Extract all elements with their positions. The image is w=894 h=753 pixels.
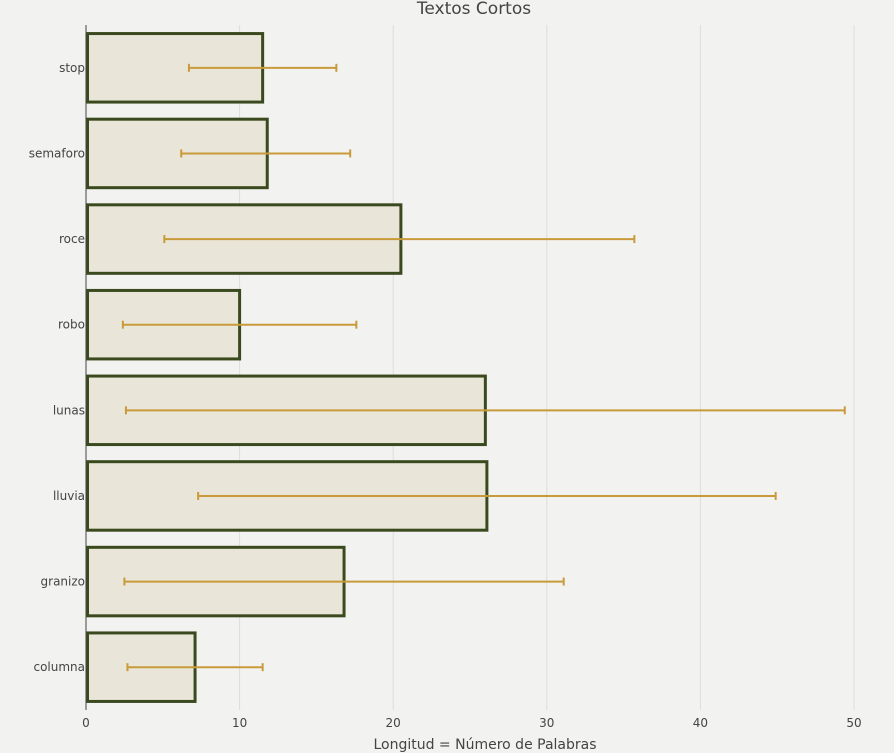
error-bar-robo (121, 320, 358, 329)
x-tick-label-10: 10 (232, 716, 247, 730)
x-tick-label-20: 20 (386, 716, 401, 730)
ticks-layer: stop semaforo roce robo lunas lluvia granizo co… (29, 61, 862, 730)
error-bar-lluvia (197, 491, 777, 500)
error-bar-stop (187, 63, 338, 72)
bars-layer (86, 32, 489, 703)
y-tick-label-lluvia: lluvia (53, 489, 85, 503)
error-bar-granizo (123, 577, 565, 586)
y-tick-label-robo: robo (58, 318, 85, 332)
y-tick-label-lunas: lunas (53, 403, 85, 417)
error-bar-lunas (124, 406, 846, 415)
y-tick-label-semaforo: semaforo (29, 146, 85, 160)
error-bar-semaforo (180, 149, 352, 158)
y-tick-label-columna: columna (33, 660, 85, 674)
x-tick-label-40: 40 (693, 716, 708, 730)
x-axis-title: Longitud = Número de Palabras (373, 737, 596, 753)
error-bar-roce (163, 235, 636, 244)
y-tick-label-granizo: granizo (41, 575, 85, 589)
x-tick-label-30: 30 (539, 716, 554, 730)
y-tick-label-stop: stop (59, 61, 85, 75)
x-tick-label-0: 0 (82, 716, 90, 730)
y-tick-label-roce: roce (59, 232, 85, 246)
error-bar-columna (126, 663, 264, 672)
error-bars-layer (121, 63, 846, 672)
x-tick-label-50: 50 (846, 716, 861, 730)
chart-title: Textos Cortos (416, 0, 531, 19)
